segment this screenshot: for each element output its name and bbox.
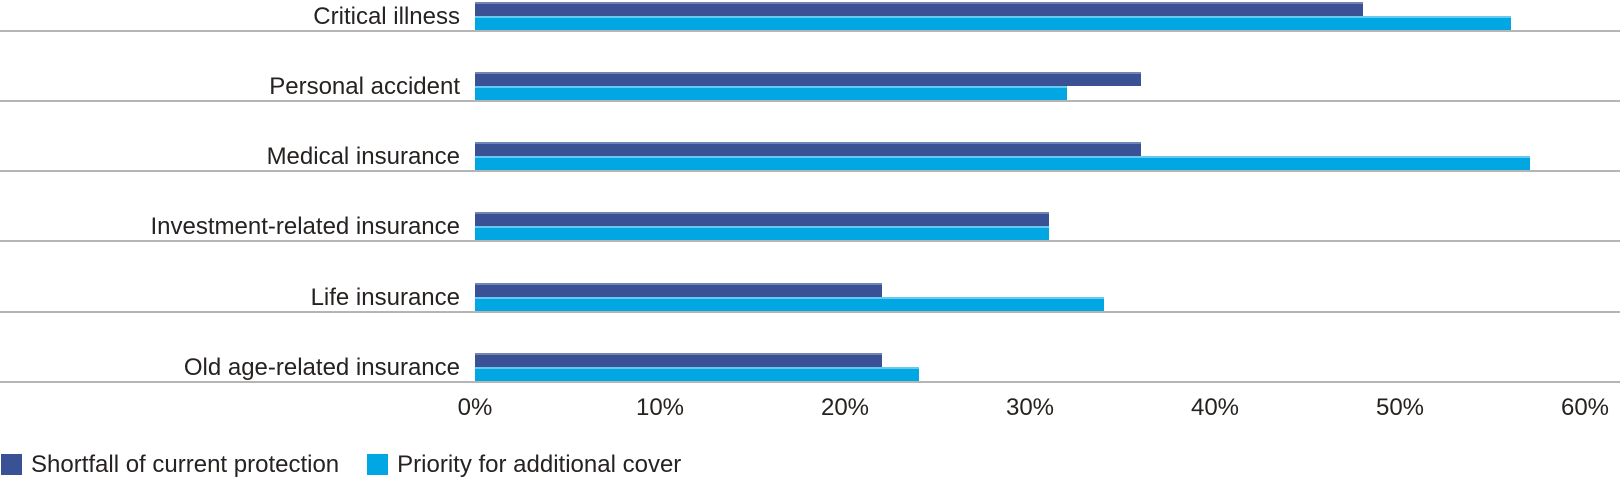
chart-row: Life insurance [0,242,1620,313]
chart-row: Medical insurance [0,102,1620,173]
bar-priority [475,366,919,381]
category-label: Critical illness [313,2,460,30]
category-label: Personal accident [269,72,460,100]
bar-group [475,212,1620,241]
category-label: Life insurance [310,283,460,311]
category-label: Investment-related insurance [150,213,461,241]
chart-row: Critical illness [0,0,1620,32]
legend-item: Shortfall of current protection [1,451,339,479]
x-axis-tick-label: 40% [1190,393,1240,421]
bar-shortfall [475,71,1141,86]
x-axis: 0% 10% 20% 30% 40% 50% 60% [0,383,1620,440]
bar-group [475,71,1620,100]
legend-item: Priority for additional cover [367,451,681,479]
bar-shortfall [475,282,882,297]
category-label: Old age-related insurance [183,353,460,381]
bar-shortfall [475,142,1141,157]
bar-group [475,352,1620,381]
chart-row: Investment-related insurance [0,172,1620,243]
bar-priority [475,156,1530,171]
bar-priority [475,85,1067,100]
bar-priority [475,226,1049,241]
legend-swatch-icon [1,454,22,476]
x-axis-tick-label: 10% [635,393,685,421]
x-axis-tick-label: 50% [1375,393,1425,421]
chart-row: Old age-related insurance [0,313,1620,383]
legend-label: Shortfall of current protection [31,450,340,478]
chart-rows: Critical illness Personal accident Medical… [0,0,1620,383]
x-axis-tick-label: 30% [1005,393,1055,421]
legend-label: Priority for additional cover [397,450,682,478]
bar-shortfall [475,1,1363,16]
x-axis-tick-label: 0% [457,393,493,421]
chart-row: Personal accident [0,32,1620,102]
bar-priority [475,15,1511,30]
bar-shortfall [475,212,1049,227]
category-label: Medical insurance [266,143,460,171]
legend-swatch-icon [367,454,389,476]
bar-group [475,142,1620,171]
x-axis-tick-label: 60% [1560,393,1610,421]
bar-group [475,1,1620,30]
bar-priority [475,296,1104,311]
bar-shortfall [475,352,882,367]
x-axis-tick-label: 20% [820,393,870,421]
bar-group [475,282,1620,311]
legend: Shortfall of current protection Priority … [0,440,1620,490]
